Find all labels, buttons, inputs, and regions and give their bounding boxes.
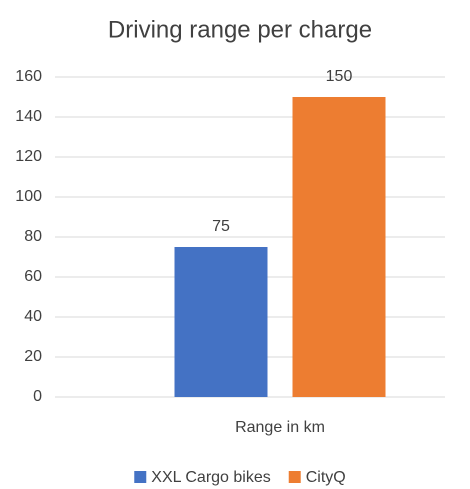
data-label: 150: [326, 68, 353, 85]
y-tick-label: 20: [24, 348, 42, 365]
x-tick-label: Range in km: [235, 419, 325, 436]
y-tick-label: 40: [24, 308, 42, 325]
y-tick-label: 0: [33, 388, 42, 405]
y-tick-label: 120: [15, 148, 42, 165]
legend-label: CityQ: [306, 469, 346, 486]
y-tick-label: 160: [15, 68, 42, 85]
y-tick-label: 60: [24, 268, 42, 285]
y-tick-label: 140: [15, 108, 42, 125]
chart-title: Driving range per charge: [108, 16, 372, 43]
y-tick-label: 80: [24, 228, 42, 245]
bar: [292, 97, 386, 397]
data-label: 75: [212, 218, 230, 235]
legend-swatch: [134, 471, 147, 483]
bar: [174, 247, 268, 397]
legend-label: XXL Cargo bikes: [151, 469, 270, 486]
y-tick-label: 100: [15, 188, 42, 205]
legend-swatch: [288, 471, 301, 483]
